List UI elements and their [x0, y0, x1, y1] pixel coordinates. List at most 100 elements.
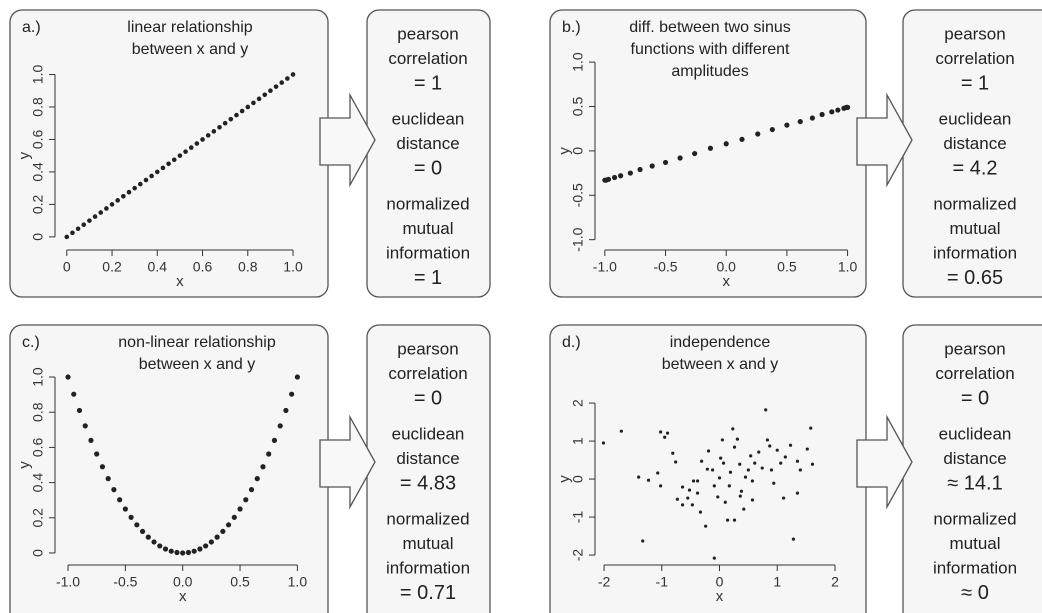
point — [605, 176, 612, 182]
y-tick-label: 0.6 — [30, 437, 46, 457]
point — [686, 496, 690, 500]
chart-title: diff. between two sinus — [629, 19, 791, 36]
point — [185, 549, 192, 556]
point — [641, 539, 645, 543]
metric-name: distance — [943, 449, 1006, 468]
metric-value: = 1 — [414, 267, 442, 289]
metric-name: correlation — [935, 364, 1014, 383]
point — [234, 112, 239, 118]
point — [637, 475, 641, 479]
point — [104, 206, 109, 211]
metric-name: euclidean — [392, 424, 465, 443]
point — [738, 462, 742, 466]
point — [795, 459, 800, 463]
chart-title: amplitudes — [671, 63, 748, 80]
point — [797, 118, 803, 125]
x-tick-label: 0.0 — [716, 259, 736, 275]
arrow — [856, 414, 913, 510]
metric-value: = 0.65 — [947, 267, 1003, 289]
y-tick-label: 1.0 — [30, 65, 46, 85]
metric-name: pearson — [944, 339, 1005, 358]
point — [746, 468, 750, 472]
point — [717, 476, 722, 480]
metric-name: mutual — [949, 534, 1000, 553]
point — [231, 514, 237, 520]
point — [105, 476, 111, 482]
point — [273, 84, 279, 89]
metric-name: mutual — [402, 219, 453, 238]
point — [779, 461, 783, 465]
point — [194, 141, 200, 146]
y-tick-label: -0.5 — [570, 183, 586, 207]
point — [279, 80, 285, 85]
y-tick-label: 0.4 — [30, 473, 46, 493]
point — [139, 528, 146, 535]
x-tick-label: 1.0 — [288, 574, 308, 590]
metric-name: normalized — [933, 194, 1016, 213]
point — [677, 155, 683, 161]
point — [675, 497, 679, 501]
point — [712, 484, 716, 488]
point — [749, 454, 753, 458]
point — [687, 488, 692, 492]
point — [723, 141, 729, 147]
point — [75, 226, 81, 232]
point — [659, 430, 663, 434]
point — [712, 556, 716, 560]
point — [725, 518, 730, 522]
point — [237, 506, 243, 512]
point — [739, 136, 745, 142]
x-tick-label: 0.8 — [238, 259, 258, 275]
point — [248, 487, 255, 493]
point — [727, 484, 731, 488]
x-tick-label: 0.2 — [102, 259, 122, 275]
y-tick-label: 0.5 — [570, 97, 586, 117]
metric-value: = 4.83 — [400, 472, 456, 494]
point — [723, 500, 727, 504]
point — [183, 149, 188, 154]
panel-label: d.) — [562, 334, 581, 351]
point — [88, 437, 94, 443]
point — [208, 539, 214, 545]
arrow — [319, 414, 376, 510]
metric-value: = 0 — [961, 387, 989, 409]
x-tick-label: -0.5 — [113, 574, 137, 590]
x-tick-label: 1 — [773, 574, 781, 590]
point — [166, 161, 171, 167]
point — [692, 150, 698, 157]
metric-name: information — [933, 243, 1017, 262]
point — [601, 441, 606, 445]
point — [755, 131, 761, 137]
point — [145, 534, 151, 540]
point — [768, 444, 772, 448]
metric-name: information — [933, 558, 1017, 577]
point — [707, 145, 714, 151]
x-tick-label: 0 — [716, 574, 724, 590]
point — [720, 438, 725, 442]
point — [271, 437, 278, 443]
metric-value: = 0 — [414, 387, 442, 409]
metric-value: ≈ 0 — [961, 582, 989, 604]
metric-name: correlation — [935, 49, 1014, 68]
point — [674, 460, 678, 464]
point — [251, 100, 256, 106]
y-axis-label: y — [16, 461, 33, 469]
point — [619, 429, 623, 433]
point — [791, 537, 796, 541]
metric-name: information — [386, 243, 470, 262]
point — [121, 193, 126, 199]
point — [784, 122, 790, 128]
point — [285, 76, 290, 81]
point — [188, 145, 194, 150]
metric-name: information — [386, 558, 470, 577]
point — [228, 116, 234, 122]
point — [138, 181, 143, 187]
chart-title: between x and y — [662, 356, 779, 373]
point — [844, 104, 851, 110]
point — [81, 222, 87, 228]
y-axis-label: y — [556, 147, 573, 155]
chart-title: linear relationship — [127, 19, 253, 36]
point — [205, 133, 211, 138]
point — [835, 107, 841, 113]
y-tick-label: 0.4 — [30, 162, 46, 182]
